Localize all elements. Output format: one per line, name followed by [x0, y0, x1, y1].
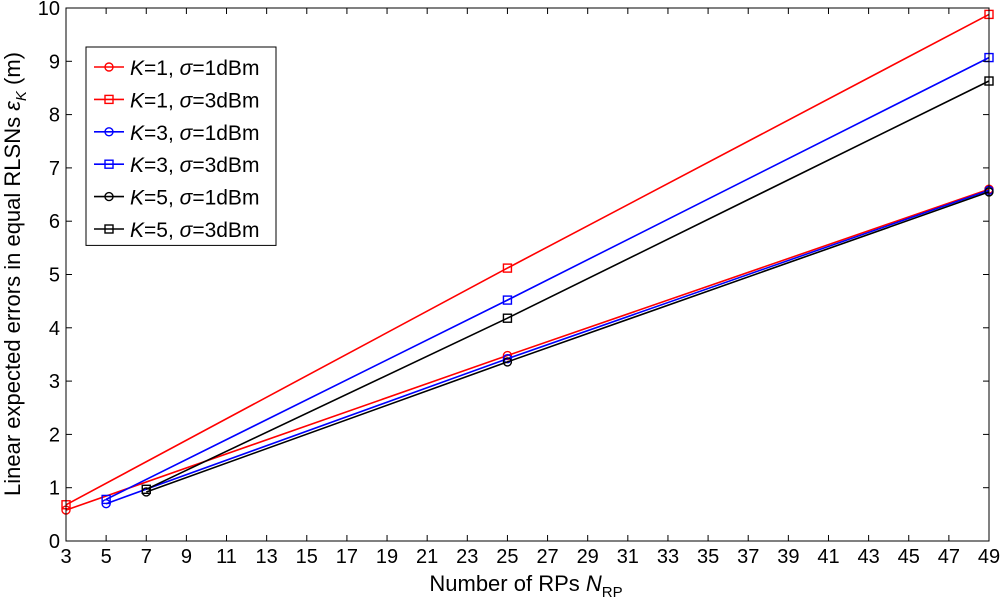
- legend-label: K=5, σ=3dBm: [130, 219, 259, 242]
- x-tick-label: 27: [536, 546, 558, 568]
- x-tick-label: 21: [416, 546, 438, 568]
- legend-entry: K=3, σ=1dBm: [94, 122, 259, 145]
- x-tick-label: 9: [181, 546, 192, 568]
- data-point-marker: [502, 263, 513, 273]
- series-line: [105, 56, 990, 501]
- legend-box: [85, 46, 277, 246]
- series-line: [146, 191, 990, 493]
- data-point-marker: [141, 484, 151, 494]
- series-line: [145, 80, 990, 491]
- y-tick-label: 8: [49, 105, 60, 127]
- y-tick-label: 5: [49, 265, 60, 287]
- legend: K=1, σ=1dBm K=1, σ=3dBm K=3, σ=1dBm K=3, σ=…: [85, 46, 277, 246]
- x-tick-label: 37: [737, 546, 759, 568]
- legend-entry: K=1, σ=3dBm: [94, 89, 259, 112]
- x-tick-label: 29: [577, 546, 599, 568]
- y-tick-label: 0: [49, 531, 60, 553]
- y-tick-label: 2: [49, 424, 60, 446]
- data-point-marker: [502, 357, 513, 367]
- x-tick-label: 49: [978, 546, 1000, 568]
- data-point-marker: [101, 494, 111, 505]
- legend-entry: K=5, σ=3dBm: [94, 219, 259, 242]
- y-axis-title: Linear expected errors in equal RLSNs εK…: [0, 52, 30, 496]
- x-tick-label: 35: [697, 546, 719, 568]
- legend-marker: [104, 94, 114, 105]
- x-tick-label: 45: [898, 546, 920, 568]
- legend-label: K=1, σ=3dBm: [130, 89, 259, 112]
- legend-marker: [104, 191, 114, 202]
- y-tick-label: 3: [49, 371, 60, 393]
- x-tick-label: 33: [657, 546, 679, 568]
- legend-marker: [104, 62, 114, 72]
- legend-label: K=1, σ=1dBm: [130, 57, 259, 80]
- x-axis-title: Number of RPs NRP: [429, 571, 622, 599]
- series-line: [105, 189, 990, 505]
- legend-label: K=5, σ=1dBm: [130, 187, 259, 210]
- y-tick-label: 4: [49, 318, 60, 340]
- x-tick-label: 11: [216, 546, 237, 568]
- x-tick-label: 23: [456, 546, 478, 568]
- x-tick-label: 25: [496, 546, 518, 568]
- x-tick-label: 41: [817, 546, 839, 568]
- legend-marker: [104, 127, 114, 137]
- data-point-marker: [502, 313, 513, 323]
- legend-marker: [104, 159, 114, 169]
- y-tick-label: 10: [38, 0, 60, 20]
- y-tick-label: 1: [49, 478, 60, 500]
- x-tick-label: 15: [296, 546, 318, 568]
- legend-entry: K=3, σ=3dBm: [94, 154, 259, 177]
- x-tick-label: 3: [60, 546, 71, 568]
- x-tick-label: 17: [336, 546, 358, 568]
- x-tick-label: 47: [938, 546, 960, 568]
- series-line: [65, 13, 990, 506]
- legend-marker: [104, 224, 114, 234]
- x-tick-label: 31: [617, 546, 639, 568]
- x-tick-label: 7: [141, 546, 152, 568]
- data-point-marker: [502, 295, 513, 305]
- legend-entry: K=5, σ=1dBm: [94, 187, 259, 210]
- x-tick-label: 19: [376, 546, 398, 568]
- legend-label: K=3, σ=3dBm: [130, 154, 259, 177]
- x-tick-label: 5: [101, 546, 112, 568]
- x-tick-label: 43: [857, 546, 879, 568]
- y-tick-label: 9: [49, 51, 60, 73]
- axes-layer: 3 5 7 9 11 13 15 17 19 21 23 25 27 29 31 33 35 37 39 41 43 45…: [38, 0, 1000, 568]
- y-tick-label: 6: [49, 211, 60, 233]
- y-tick-label: 7: [49, 158, 60, 180]
- legend-label: K=3, σ=1dBm: [130, 122, 259, 145]
- legend-entry: K=1, σ=1dBm: [94, 57, 259, 80]
- x-tick-label: 39: [777, 546, 799, 568]
- x-tick-label: 13: [256, 546, 278, 568]
- series-line: [65, 188, 990, 511]
